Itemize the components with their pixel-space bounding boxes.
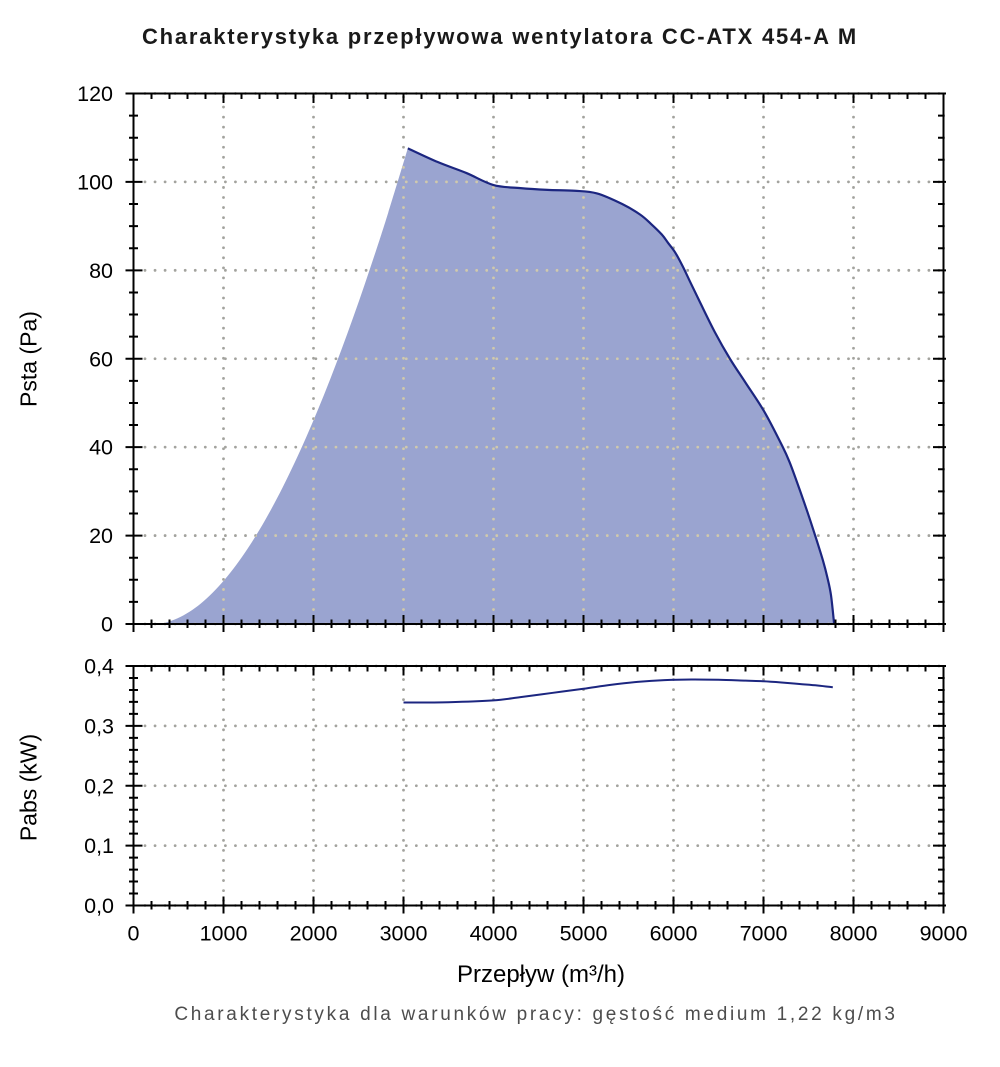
svg-text:40: 40 [89, 436, 113, 460]
svg-text:Psta (Pa): Psta (Pa) [16, 311, 42, 407]
svg-text:0,2: 0,2 [84, 774, 114, 798]
svg-text:Charakterystyka dla warunków p: Charakterystyka dla warunków pracy: gęst… [174, 1004, 897, 1025]
svg-text:1000: 1000 [200, 922, 248, 946]
svg-text:Przepływ (m³/h): Przepływ (m³/h) [457, 961, 625, 988]
svg-text:Pabs (kW): Pabs (kW) [16, 734, 42, 841]
svg-text:100: 100 [77, 170, 113, 194]
svg-text:60: 60 [89, 347, 113, 371]
svg-text:0,4: 0,4 [84, 655, 114, 679]
svg-text:0,0: 0,0 [84, 894, 114, 918]
svg-text:0,3: 0,3 [84, 714, 114, 738]
svg-text:80: 80 [89, 259, 113, 283]
svg-text:20: 20 [89, 524, 113, 548]
svg-text:9000: 9000 [920, 922, 968, 946]
svg-text:0,1: 0,1 [84, 834, 114, 858]
svg-text:8000: 8000 [830, 922, 878, 946]
svg-text:4000: 4000 [470, 922, 518, 946]
svg-text:0: 0 [101, 613, 113, 637]
svg-text:2000: 2000 [290, 922, 338, 946]
svg-text:7000: 7000 [740, 922, 788, 946]
svg-text:6000: 6000 [650, 922, 698, 946]
svg-text:3000: 3000 [380, 922, 428, 946]
svg-text:0: 0 [128, 922, 140, 946]
svg-text:5000: 5000 [560, 922, 608, 946]
svg-text:Charakterystyka przepływowa we: Charakterystyka przepływowa wentylatora … [142, 24, 858, 49]
svg-text:120: 120 [77, 82, 113, 106]
